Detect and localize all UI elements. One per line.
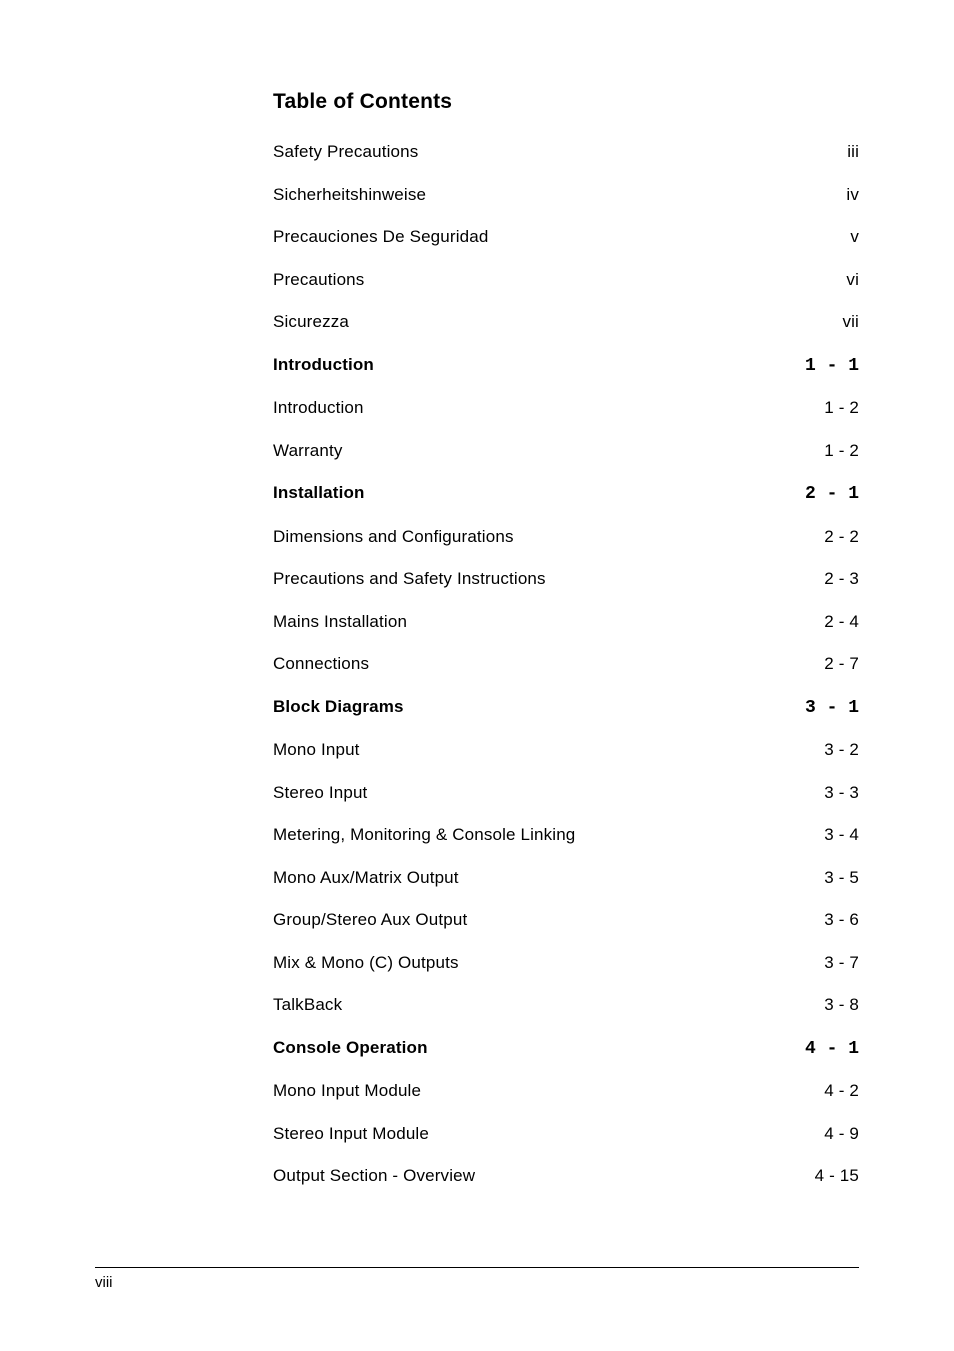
toc-entry-page: 3 - 6 (824, 910, 859, 930)
toc-entry-page: vi (846, 270, 859, 290)
toc-entry-page: 2 - 7 (824, 654, 859, 674)
toc-entry-page: 3 - 5 (824, 868, 859, 888)
toc-row: Mono Input Module4 - 2 (273, 1081, 859, 1101)
toc-entry-label: Introduction (273, 398, 824, 418)
toc-entry-page: v (850, 227, 859, 247)
toc-row: Output Section - Overview4 - 15 (273, 1166, 859, 1186)
toc-row: Precautionsvi (273, 270, 859, 290)
toc-entry-label: Precautions and Safety Instructions (273, 569, 824, 589)
toc-entry-label: Stereo Input Module (273, 1124, 824, 1144)
toc-row: Stereo Input Module4 - 9 (273, 1124, 859, 1144)
toc-entry-label: Group/Stereo Aux Output (273, 910, 824, 930)
toc-row: Connections2 - 7 (273, 654, 859, 674)
toc-entry-label: Precauciones De Seguridad (273, 227, 850, 247)
toc-entry-page: 4 - 1 (805, 1039, 859, 1059)
toc-entry-label: Installation (273, 483, 805, 503)
toc-row: Stereo Input3 - 3 (273, 783, 859, 803)
toc-entry-label: Stereo Input (273, 783, 824, 803)
toc-entry-label: Mono Aux/Matrix Output (273, 868, 824, 888)
toc-entry-page: 1 - 2 (824, 441, 859, 461)
toc-entry-label: Connections (273, 654, 824, 674)
toc-entry-page: 4 - 2 (824, 1081, 859, 1101)
toc-entry-label: Dimensions and Configurations (273, 527, 824, 547)
footer-rule (95, 1267, 859, 1268)
toc-entry-label: Mono Input (273, 740, 824, 760)
toc-entry-page: vii (842, 312, 859, 332)
toc-row: Metering, Monitoring & Console Linking3 … (273, 825, 859, 845)
toc-entry-page: 4 - 15 (815, 1166, 859, 1186)
toc-entry-page: 3 - 7 (824, 953, 859, 973)
toc-entry-page: 3 - 4 (824, 825, 859, 845)
toc-row: TalkBack3 - 8 (273, 995, 859, 1015)
toc-entry-label: Mix & Mono (C) Outputs (273, 953, 824, 973)
toc-entry-page: 3 - 2 (824, 740, 859, 760)
toc-row: Dimensions and Configurations2 - 2 (273, 527, 859, 547)
toc-list: Safety Precautionsiii Sicherheitshinweise… (273, 142, 859, 1186)
toc-entry-page: iii (847, 142, 859, 162)
toc-row: Warranty1 - 2 (273, 441, 859, 461)
toc-entry-label: TalkBack (273, 995, 824, 1015)
toc-entry-page: 3 - 8 (824, 995, 859, 1015)
toc-entry-label: Output Section - Overview (273, 1166, 815, 1186)
toc-row: Installation2 - 1 (273, 483, 859, 504)
toc-row: Block Diagrams3 - 1 (273, 697, 859, 718)
toc-entry-page: 1 - 1 (805, 356, 859, 376)
toc-row: Introduction1 - 2 (273, 398, 859, 418)
document-page: Table of Contents Safety PrecautionsiiiS… (0, 0, 954, 1351)
toc-entry-label: Mains Installation (273, 612, 824, 632)
toc-entry-label: Sicherheitshinweise (273, 185, 846, 205)
toc-entry-page: 2 - 1 (805, 484, 859, 504)
toc-entry-page: 3 - 1 (805, 698, 859, 718)
toc-entry-label: Metering, Monitoring & Console Linking (273, 825, 824, 845)
toc-row: Mains Installation2 - 4 (273, 612, 859, 632)
toc-entry-label: Safety Precautions (273, 142, 847, 162)
toc-row: Sicherheitshinweiseiv (273, 185, 859, 205)
toc-row: Introduction1 - 1 (273, 355, 859, 376)
toc-row: Sicurezzavii (273, 312, 859, 332)
toc-entry-label: Introduction (273, 355, 805, 375)
toc-row: Mix & Mono (C) Outputs3 - 7 (273, 953, 859, 973)
toc-row: Safety Precautionsiii (273, 142, 859, 162)
toc-entry-page: 4 - 9 (824, 1124, 859, 1144)
toc-entry-page: 2 - 4 (824, 612, 859, 632)
toc-entry-page: 2 - 2 (824, 527, 859, 547)
toc-row: Precauciones De Seguridadv (273, 227, 859, 247)
toc-entry-label: Console Operation (273, 1038, 805, 1058)
toc-entry-page: 2 - 3 (824, 569, 859, 589)
toc-entry-label: Precautions (273, 270, 846, 290)
toc-entry-label: Warranty (273, 441, 824, 461)
toc-row: Precautions and Safety Instructions2 - 3 (273, 569, 859, 589)
toc-title: Table of Contents (273, 90, 859, 114)
toc-entry-page: iv (846, 185, 859, 205)
toc-entry-page: 1 - 2 (824, 398, 859, 418)
page-footer: viii (95, 1267, 859, 1291)
toc-entry-label: Mono Input Module (273, 1081, 824, 1101)
toc-row: Mono Aux/Matrix Output3 - 5 (273, 868, 859, 888)
footer-page-number: viii (95, 1274, 859, 1291)
toc-row: Mono Input3 - 2 (273, 740, 859, 760)
toc-entry-label: Sicurezza (273, 312, 842, 332)
toc-entry-label: Block Diagrams (273, 697, 805, 717)
toc-row: Group/Stereo Aux Output3 - 6 (273, 910, 859, 930)
toc-entry-page: 3 - 3 (824, 783, 859, 803)
toc-row: Console Operation4 - 1 (273, 1038, 859, 1059)
